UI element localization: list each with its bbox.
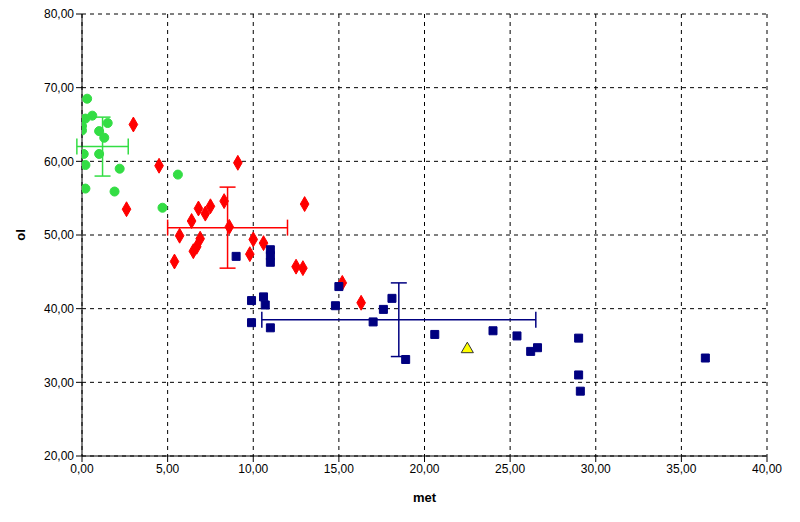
- svg-text:met: met: [413, 490, 437, 505]
- svg-text:25,00: 25,00: [495, 462, 525, 476]
- svg-text:70,00: 70,00: [44, 81, 74, 95]
- svg-text:20,00: 20,00: [44, 449, 74, 463]
- svg-text:30,00: 30,00: [44, 376, 74, 390]
- svg-text:15,00: 15,00: [324, 462, 354, 476]
- svg-text:30,00: 30,00: [581, 462, 611, 476]
- svg-text:40,00: 40,00: [44, 302, 74, 316]
- svg-text:10,00: 10,00: [238, 462, 268, 476]
- svg-text:50,00: 50,00: [44, 228, 74, 242]
- svg-text:5,00: 5,00: [156, 462, 180, 476]
- svg-text:35,00: 35,00: [666, 462, 696, 476]
- svg-text:ol: ol: [13, 229, 28, 241]
- svg-text:60,00: 60,00: [44, 155, 74, 169]
- svg-text:40,00: 40,00: [752, 462, 782, 476]
- svg-text:20,00: 20,00: [409, 462, 439, 476]
- svg-text:0,00: 0,00: [70, 462, 94, 476]
- svg-text:80,00: 80,00: [44, 7, 74, 21]
